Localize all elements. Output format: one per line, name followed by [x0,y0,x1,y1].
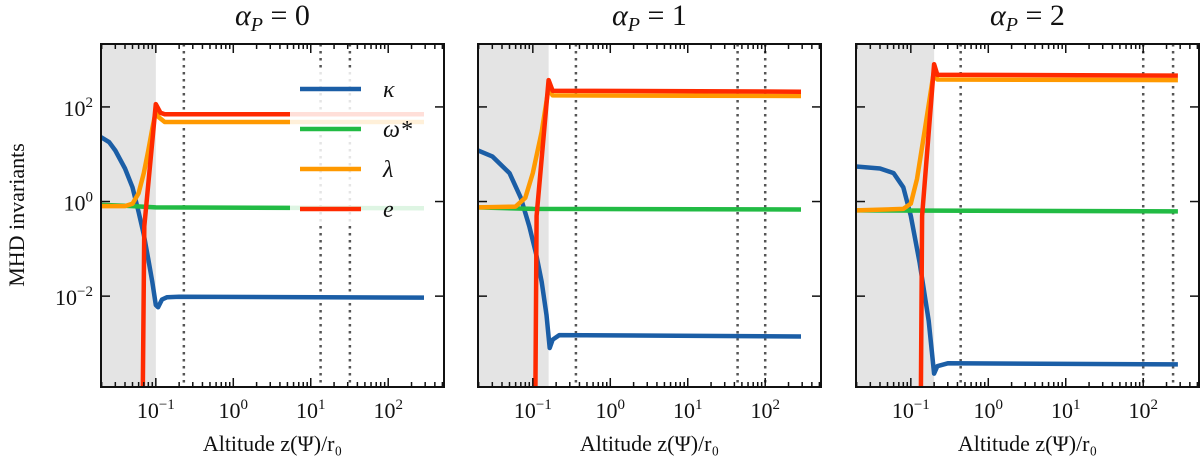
x-tick-label: 101 [673,397,703,423]
x-axis-label: Altitude z(Ψ)/r₀ [580,431,719,456]
panel-title: αP = 0 [235,0,310,36]
tick-exponent: 1 [318,397,326,413]
tick-base: 10 [892,398,914,423]
y-tick-label: 10−2 [55,284,93,310]
title-value: = 2 [1018,0,1065,32]
tick-base: 10 [64,96,86,121]
panel-title: αP = 2 [990,0,1065,36]
x-tick-label: 10−1 [514,397,552,423]
title-symbol: α [612,0,629,32]
tick-base: 10 [219,398,241,423]
series-line-lambda [101,109,424,209]
tick-exponent: −1 [159,397,175,413]
tick-exponent: 1 [1073,397,1081,413]
x-axis-label: Altitude z(Ψ)/r₀ [958,431,1097,456]
tick-base: 10 [750,398,772,423]
legend-label-e: e [383,197,394,223]
tick-exponent: 2 [1150,397,1158,413]
tick-base: 10 [596,398,618,423]
x-tick-label: 100 [974,397,1004,423]
plot-area [856,44,1178,387]
tick-base: 10 [1051,398,1073,423]
x-tick-label: 10−1 [892,397,930,423]
x-axis-label: Altitude z(Ψ)/r₀ [203,431,342,456]
tick-exponent: 2 [395,397,403,413]
x-tick-label: 102 [373,397,403,423]
x-tick-label: 101 [1051,397,1081,423]
panel-frame [477,43,822,388]
title-symbol: α [235,0,252,32]
series-line-kappa [478,148,802,351]
title-value: = 1 [640,0,687,32]
legend-label-kappa: κ [383,77,395,103]
plot-area [101,44,425,387]
legend: κ ω* λe [290,72,442,223]
x-tick-label: 100 [219,397,249,423]
x-tick-label: 102 [1128,397,1158,423]
legend-background [290,72,442,222]
tick-exponent: 1 [695,397,703,413]
legend-label-omega: ω* [383,117,412,143]
x-tick-label: 10−1 [137,397,175,423]
tick-base: 10 [974,398,996,423]
x-tick-label: 100 [596,397,626,423]
tick-base: 10 [514,398,536,423]
tick-base: 10 [1128,398,1150,423]
panel-frame [855,43,1200,388]
series-line-omega [478,205,802,212]
tick-exponent: 2 [86,95,94,111]
tick-exponent: 0 [241,397,249,413]
legend-label-lambda: λ [382,157,393,183]
title-value: = 0 [263,0,310,32]
panel-title: αP = 1 [612,0,687,36]
tick-exponent: 0 [618,397,626,413]
series-line-lambda [856,67,1178,213]
title-subscript: P [250,14,263,36]
title-subscript: P [1005,14,1018,36]
tick-base: 10 [673,398,695,423]
panel-frame [100,43,445,388]
tick-exponent: 2 [772,397,780,413]
y-tick-label: 102 [64,95,94,121]
series-line-omega [856,208,1178,214]
series-line-kappa [101,135,425,310]
series-line-e [140,101,424,387]
tick-base: 10 [55,285,77,310]
tick-exponent: −1 [914,397,930,413]
tick-exponent: −2 [77,284,93,300]
tick-exponent: 0 [996,397,1004,413]
x-tick-label: 102 [750,397,780,423]
series-line-e [533,77,802,387]
plot-area [478,44,802,387]
y-axis-label: MHD invariants [4,143,29,287]
tick-exponent: 0 [86,190,94,206]
series-line-lambda [478,85,802,210]
tick-exponent: −1 [536,397,552,413]
title-subscript: P [627,14,640,36]
x-tick-label: 101 [296,397,326,423]
y-tick-label: 100 [64,190,94,216]
series-line-e [918,61,1178,387]
tick-base: 10 [296,398,318,423]
title-symbol: α [990,0,1007,32]
tick-base: 10 [64,191,86,216]
shaded-region [101,44,156,387]
tick-base: 10 [137,398,159,423]
tick-base: 10 [373,398,395,423]
